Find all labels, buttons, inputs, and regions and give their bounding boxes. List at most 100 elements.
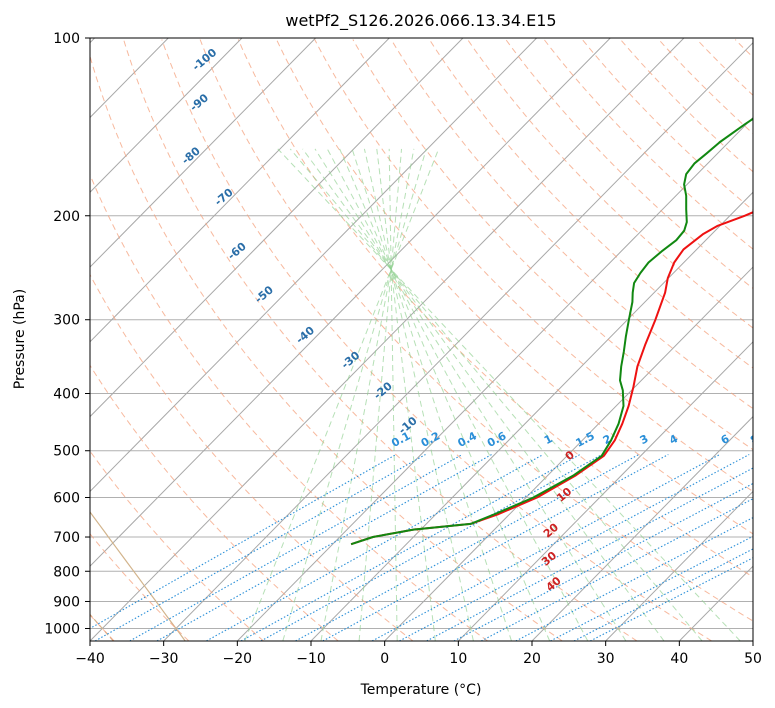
y-tick-label: 600: [53, 490, 80, 506]
mixing-ratio-line-0.2: [94, 454, 426, 641]
plot-frame: [89, 37, 754, 642]
dry-adiabat-60: [237, 39, 753, 578]
mixing-ratio-line-1.5: [240, 454, 581, 641]
isotherm--70: [90, 38, 464, 418]
dry-adiabat-150: [581, 39, 753, 211]
moist-adiabat--10: [320, 148, 415, 641]
y-tick-label: 200: [53, 209, 80, 225]
mixing-ratio-line-6: [371, 454, 721, 641]
mixing-ratio-label: 4: [667, 432, 680, 447]
isotherm-40: [678, 565, 753, 641]
mixing-ratio-label: 0.6: [485, 429, 509, 450]
mixing-ratio-label: 8: [748, 432, 761, 447]
moist-adiabat-10: [363, 148, 474, 641]
x-tick-label: 30: [597, 651, 615, 667]
isotherm--100: [90, 38, 243, 193]
isobar-grid: [90, 38, 753, 629]
profile-lines: [350, 117, 753, 546]
moist-adiabat-25: [326, 148, 589, 641]
mixing-ratio-line-16: [480, 498, 753, 641]
isotherm--40: [90, 38, 685, 641]
dry-adiabat-label: -40: [293, 324, 317, 347]
dewpoint-profile: [350, 117, 753, 546]
dry-adiabat--30: [90, 533, 190, 641]
y-tick-label: 500: [53, 444, 80, 460]
y-axis-label: Pressure (hPa): [12, 289, 28, 389]
isotherm--20: [236, 116, 753, 641]
dry-adiabat-label: -50: [252, 283, 276, 306]
y-axis-ticks: 100 200 300 400 500 600 700 800 900 1000: [44, 31, 90, 637]
dry-adiabat-130: [505, 39, 753, 290]
mixing-ratio-line-25: [550, 535, 753, 641]
dry-adiabats: [90, 39, 753, 641]
mixing-ratio-line-0.4: [129, 454, 463, 641]
dry-adiabat-label: -20: [371, 379, 395, 402]
isotherm-20: [531, 415, 753, 641]
dry-adiabat-90: [352, 39, 753, 451]
mixing-ratio-label: 3: [638, 432, 651, 447]
isotherm-30: [605, 490, 753, 641]
isotherm-grid: [90, 38, 753, 641]
special-isotherm-a: [90, 511, 186, 641]
moist-adiabat-label: 40: [544, 574, 564, 594]
temperature-profile: [350, 211, 753, 546]
isotherm--60: [90, 38, 537, 493]
x-axis-ticks: −40 −30 −20 −10 0 10 20 30 40 50: [75, 641, 762, 667]
mixing-ratio-line-1: [206, 454, 544, 641]
y-tick-label: 800: [53, 564, 80, 580]
dry-adiabat-70: [276, 39, 753, 535]
y-tick-label: 400: [53, 387, 80, 403]
dry-adiabat-110: [428, 39, 753, 369]
isotherm--80: [90, 38, 390, 343]
isotherm--50: [90, 38, 611, 567]
y-tick-label: 1000: [44, 621, 80, 637]
dry-adiabat-30: [123, 39, 638, 641]
mixing-ratio-line-20: [515, 517, 753, 641]
moist-adiabat--5: [358, 148, 402, 641]
x-tick-label: 40: [670, 651, 688, 667]
dry-adiabat-170: [658, 39, 753, 135]
moist-adiabat-label: 30: [539, 549, 559, 569]
chart-title: wetPf2_S126.2026.066.13.34.E15: [285, 11, 556, 31]
mixing-ratio-line-8: [399, 454, 750, 641]
moist-adiabat-0: [388, 148, 398, 641]
dry-adiabat-label: -70: [212, 186, 236, 209]
x-tick-label: −30: [149, 651, 179, 667]
special-isotherms: [90, 511, 186, 641]
x-tick-label: 20: [523, 651, 541, 667]
y-tick-label: 100: [53, 31, 80, 47]
isotherm-50: [752, 640, 753, 641]
dry-adiabat-50: [199, 39, 753, 622]
dry-adiabat-label: -90: [187, 91, 211, 114]
moist-adiabat-45: [277, 148, 741, 641]
moist-adiabats: [244, 148, 741, 641]
mixing-ratio-line-3: [295, 454, 640, 641]
dry-adiabat-0: [90, 273, 414, 641]
x-axis-label: Temperature (°C): [360, 682, 482, 698]
x-tick-label: −10: [296, 651, 326, 667]
mixing-ratio-line-0.6: [156, 454, 492, 641]
dry-adiabat--20: [90, 450, 264, 641]
moist-adiabat-label: 0: [563, 448, 577, 463]
dry-adiabat-label: -80: [179, 144, 203, 167]
mixing-ratio-line-4: [322, 454, 669, 641]
isotherm--30: [163, 41, 753, 641]
x-tick-label: −20: [223, 651, 253, 667]
x-tick-label: 50: [744, 651, 762, 667]
moist-adiabat-15: [351, 148, 512, 641]
isotherm--90: [90, 38, 316, 268]
x-tick-label: 0: [380, 651, 389, 667]
mixing-ratio-line-36: [589, 557, 753, 641]
moist-adiabat-35: [302, 148, 665, 641]
x-tick-label: −40: [75, 651, 105, 667]
plot-area: 0.10.20.40.611.52346810131620253036-100-…: [90, 38, 761, 641]
isotherm-10: [457, 341, 753, 641]
mixing-ratio-line-10: [426, 467, 753, 641]
dry-adiabat-10: [90, 173, 488, 641]
moist-adiabat-label: 10: [554, 485, 574, 505]
y-tick-label: 300: [53, 313, 80, 329]
mixing-ratio-line-0.1: [90, 454, 397, 630]
dry-adiabat-40: [161, 39, 712, 641]
moist-adiabat--15: [282, 148, 427, 641]
